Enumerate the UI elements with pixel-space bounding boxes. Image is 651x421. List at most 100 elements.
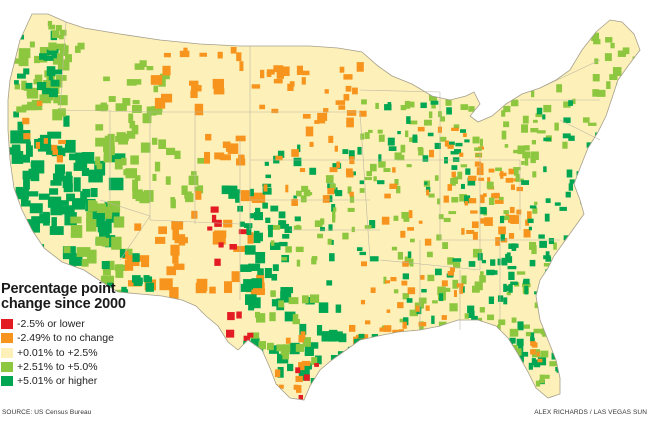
- county-patch: [214, 152, 225, 160]
- county-patch: [347, 207, 355, 212]
- county-patch: [272, 264, 279, 272]
- county-patch: [563, 101, 571, 108]
- county-patch: [594, 58, 599, 65]
- county-patch: [294, 216, 301, 222]
- county-patch: [515, 174, 520, 182]
- county-patch: [447, 144, 454, 149]
- county-patch: [285, 246, 292, 253]
- county-patch: [301, 360, 311, 366]
- state-border-line: [99, 199, 151, 217]
- county-patch: [503, 285, 512, 292]
- county-patch: [266, 69, 275, 75]
- county-patch: [154, 161, 161, 172]
- county-patch: [47, 20, 53, 27]
- county-patch: [25, 118, 30, 124]
- county-patch: [188, 80, 199, 86]
- county-patch: [13, 111, 19, 118]
- county-patch: [438, 288, 447, 292]
- county-patch: [403, 216, 410, 222]
- county-patch: [16, 106, 27, 113]
- county-patch: [464, 201, 469, 206]
- county-patch: [299, 323, 307, 335]
- county-patch: [23, 68, 30, 75]
- county-patch: [375, 102, 379, 109]
- county-patch: [327, 238, 332, 245]
- county-patch: [303, 189, 311, 197]
- county-patch: [612, 67, 622, 76]
- county-patch: [508, 232, 515, 239]
- county-patch: [531, 349, 541, 358]
- county-patch: [509, 328, 519, 337]
- county-patch: [239, 221, 245, 227]
- county-patch: [324, 89, 329, 94]
- county-patch: [95, 124, 104, 131]
- county-patch: [270, 240, 275, 246]
- county-patch: [562, 259, 569, 268]
- legend-swatch-orange: [1, 333, 13, 344]
- county-patch: [243, 279, 254, 290]
- county-patch: [418, 321, 427, 327]
- county-patch: [70, 216, 82, 224]
- county-patch: [263, 184, 268, 192]
- legend-swatch-lightgreen: [1, 362, 13, 373]
- county-patch: [43, 211, 50, 226]
- legend-title-line2: change since 2000: [1, 296, 126, 312]
- county-patch: [273, 225, 281, 230]
- county-patch: [532, 207, 538, 214]
- county-patch: [494, 199, 504, 204]
- county-patch: [434, 175, 439, 181]
- county-patch: [460, 183, 465, 189]
- county-patch: [483, 193, 487, 197]
- county-patch: [460, 164, 468, 168]
- county-patch: [503, 210, 509, 215]
- county-patch: [401, 280, 408, 286]
- county-patch: [493, 192, 500, 197]
- county-patch: [531, 358, 536, 366]
- county-patch: [21, 200, 31, 207]
- county-patch: [243, 340, 256, 352]
- county-patch: [417, 126, 425, 132]
- county-patch: [36, 100, 43, 106]
- county-patch: [390, 276, 397, 282]
- county-patch: [9, 245, 21, 259]
- county-patch: [428, 193, 435, 198]
- county-patch: [366, 171, 372, 177]
- county-patch: [14, 80, 19, 85]
- county-patch: [71, 198, 86, 210]
- county-patch: [249, 213, 256, 219]
- county-patch: [349, 195, 355, 203]
- county-patch: [229, 185, 238, 193]
- county-patch: [512, 362, 519, 372]
- county-patch: [321, 371, 333, 379]
- county-patch: [132, 99, 140, 105]
- county-patch: [443, 195, 449, 203]
- county-patch: [185, 193, 194, 203]
- county-patch: [559, 373, 570, 378]
- county-patch: [37, 138, 50, 152]
- county-patch: [505, 253, 510, 262]
- county-patch: [115, 135, 122, 143]
- county-patch: [392, 329, 400, 338]
- county-patch: [403, 317, 409, 326]
- county-patch: [327, 188, 335, 195]
- county-patch: [270, 290, 276, 297]
- county-patch: [406, 345, 414, 354]
- county-patch: [345, 168, 353, 175]
- county-patch: [309, 294, 320, 303]
- county-patch: [402, 293, 410, 300]
- county-patch: [114, 159, 123, 170]
- county-patch: [229, 244, 237, 250]
- county-patch: [104, 135, 113, 146]
- county-patch: [195, 190, 202, 200]
- county-patch: [434, 268, 442, 276]
- county-patch: [130, 155, 139, 165]
- county-patch: [61, 50, 68, 56]
- county-patch: [370, 287, 376, 293]
- county-patch: [464, 195, 471, 204]
- county-patch: [430, 100, 439, 105]
- county-patch: [339, 66, 345, 73]
- county-patch: [48, 88, 58, 98]
- county-patch: [301, 295, 309, 304]
- county-patch: [406, 164, 412, 168]
- county-patch: [460, 104, 469, 110]
